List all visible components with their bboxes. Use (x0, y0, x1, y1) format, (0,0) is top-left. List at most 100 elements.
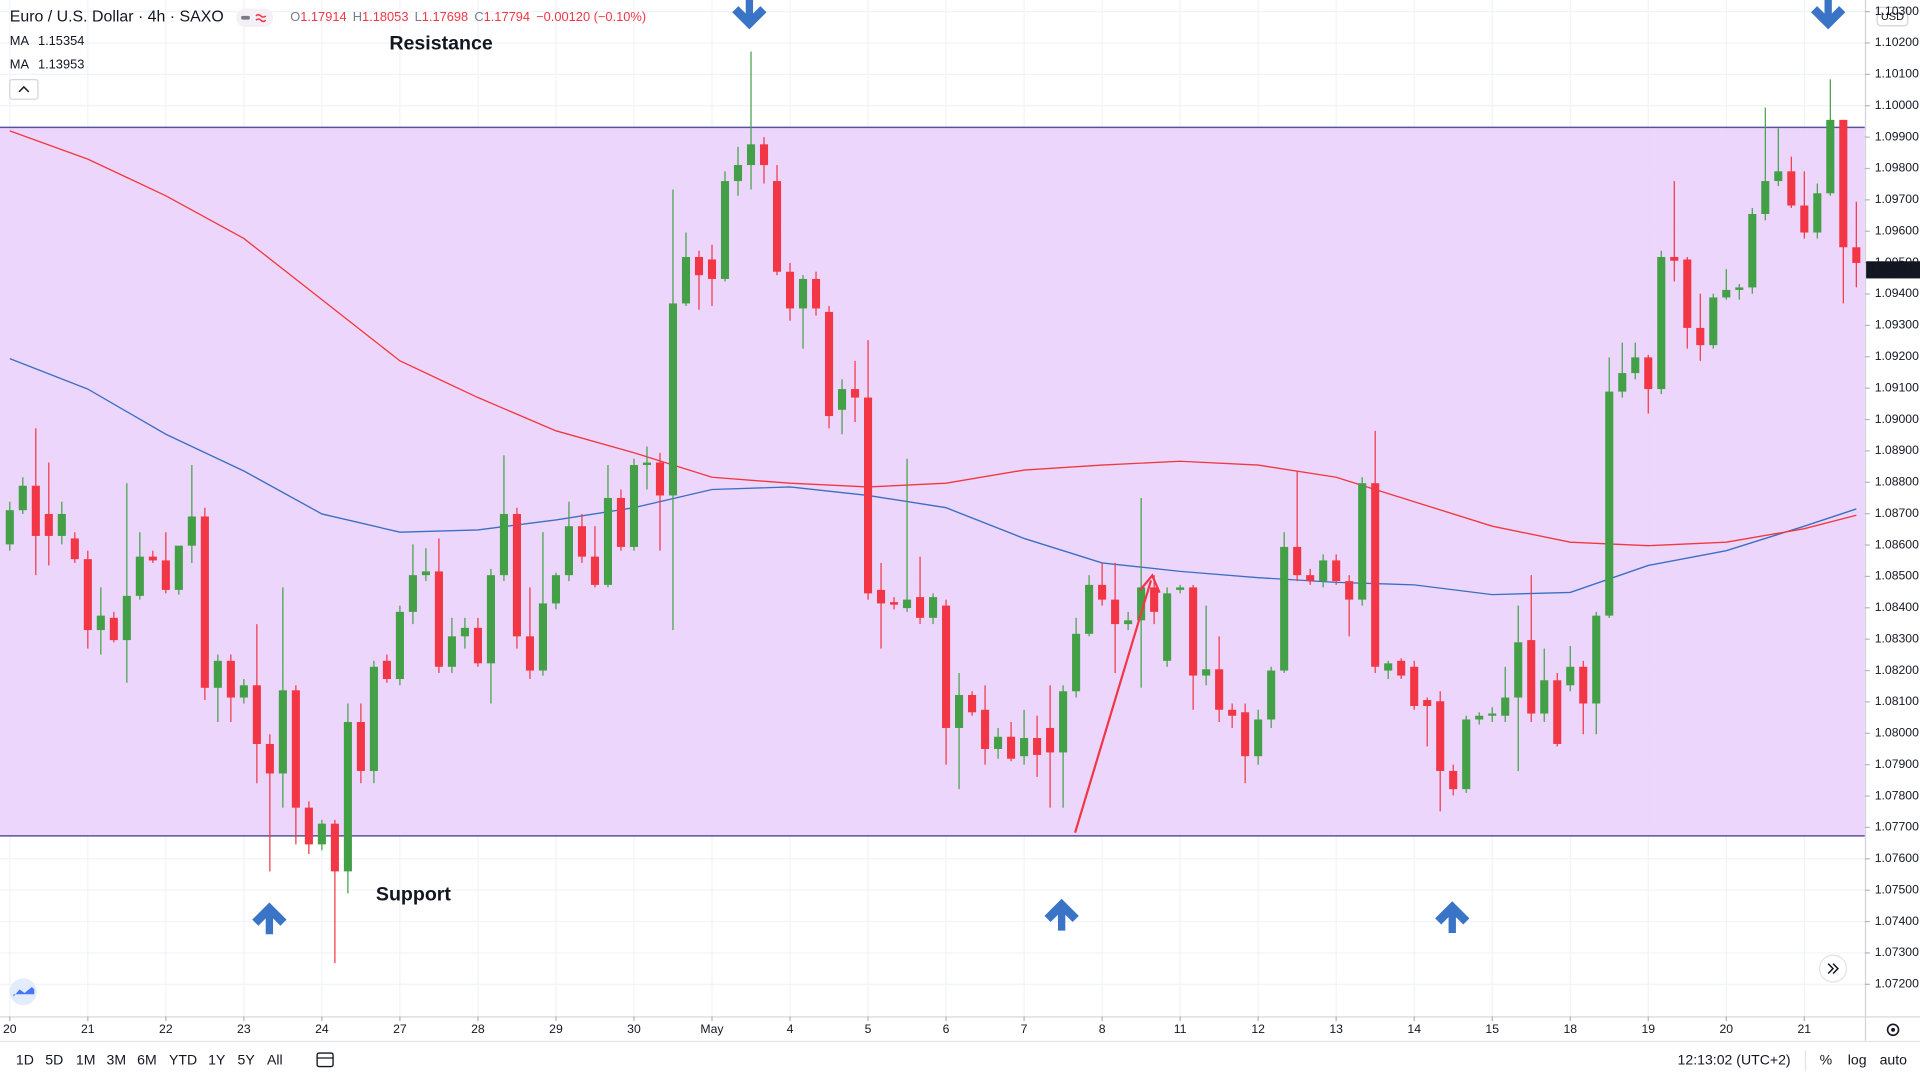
candle-body (538, 603, 547, 671)
candle-body (330, 823, 339, 872)
candle-body (1644, 357, 1653, 390)
status-pill[interactable] (236, 8, 274, 27)
candle-body (434, 571, 443, 667)
candle-body (746, 144, 756, 166)
currency-tag[interactable] (1876, 6, 1909, 27)
auto-toggle[interactable]: auto (1880, 1052, 1908, 1068)
x-tick-label: 4 (787, 1022, 794, 1036)
candle-body (1410, 666, 1419, 707)
candle-body (525, 636, 534, 671)
last-price-label: 1.09477 (1870, 263, 1914, 277)
y-tick-label: 1.08200 (1875, 663, 1919, 677)
x-tick-label: 5 (865, 1022, 872, 1036)
moving-average (9, 130, 1857, 547)
change-value: −0.00120 (−0.10%) (536, 9, 646, 24)
settings-button[interactable] (1886, 1023, 1900, 1037)
currency-label: USD (1881, 11, 1904, 23)
candle-body (187, 516, 196, 546)
x-tick-label: 11 (1174, 1022, 1187, 1036)
range-button[interactable]: 6M (137, 1052, 157, 1068)
candle-body (1358, 483, 1367, 600)
candle-body (1826, 119, 1835, 194)
candle-body (1371, 483, 1380, 667)
y-tick-label: 1.09900 (1875, 129, 1919, 143)
logo-icon (13, 986, 35, 997)
candle-body (1046, 727, 1055, 753)
range-button[interactable]: 3M (107, 1052, 127, 1068)
candle-body (1527, 640, 1536, 714)
candle-body (681, 256, 691, 304)
candle-body (1813, 193, 1822, 233)
candle-body (1384, 663, 1393, 671)
candle-body (1345, 581, 1354, 600)
candle-body (824, 311, 834, 417)
range-button[interactable]: 1D (16, 1052, 34, 1068)
range-button[interactable]: All (267, 1052, 283, 1068)
candle-body (304, 807, 313, 845)
candle-body (1397, 660, 1406, 676)
x-tick-label: 14 (1407, 1022, 1421, 1036)
candle-body (1215, 669, 1224, 710)
arrow-drawing (252, 902, 287, 935)
candle-body (890, 602, 899, 605)
candle-body (135, 556, 144, 596)
date-range-button[interactable] (316, 1052, 334, 1068)
plot-area (0, 0, 1865, 1017)
candle-body (785, 271, 795, 309)
y-tick-label: 1.09000 (1875, 412, 1919, 426)
y-tick-label: 1.09700 (1875, 192, 1919, 206)
y-tick-label: 1.09600 (1875, 223, 1919, 237)
candle-body (655, 462, 665, 496)
log-toggle[interactable]: log (1848, 1052, 1867, 1068)
indicator-value: 1.13953 (38, 56, 84, 71)
candle-body (994, 736, 1003, 749)
candle-body (1020, 738, 1029, 757)
range-button[interactable]: 1M (76, 1052, 96, 1068)
candle-body (929, 597, 938, 618)
candle-body (603, 497, 613, 585)
ohlc-values: O1.17914 H1.18053 L1.17698 C1.17794 −0.00120… (290, 9, 646, 24)
x-tick-label: 29 (549, 1022, 563, 1036)
candle-body (5, 510, 14, 545)
candle-body (1111, 599, 1120, 625)
collapse-button[interactable] (9, 78, 39, 100)
candle-body (1137, 587, 1146, 621)
candle-body (1514, 642, 1523, 698)
ohlc-label: L (415, 9, 422, 24)
bottom-toolbar: 12:13:02 (UTC+2) % log auto 1D 5D 1M 3M 6M YT… (16, 1050, 1908, 1072)
candle-body (161, 560, 170, 590)
candle-body (811, 278, 821, 309)
candle-body (291, 690, 300, 808)
collapse-icon (18, 85, 30, 93)
ohlc-label: H (353, 9, 362, 24)
candle-body (44, 513, 53, 536)
candle-body (421, 571, 430, 576)
y-tick-label: 1.08500 (1875, 569, 1919, 583)
candle-body (1566, 666, 1575, 686)
y-tick-label: 1.08900 (1875, 443, 1919, 457)
candle-body (265, 743, 274, 774)
x-tick-label: 7 (1021, 1022, 1028, 1036)
arrow-drawing (1044, 898, 1079, 931)
x-tick-label: 20 (1719, 1022, 1733, 1036)
settings-icon (1886, 1023, 1900, 1037)
candle-body (1618, 373, 1627, 392)
logo-button[interactable] (9, 978, 37, 1006)
range-button[interactable]: 1Y (208, 1052, 226, 1068)
candle-body (1007, 736, 1016, 759)
candle-body (200, 516, 209, 688)
y-tick-label: 1.09100 (1875, 380, 1919, 394)
candle-body (499, 513, 508, 576)
candle-body (18, 485, 27, 511)
clock: 12:13:02 (UTC+2) (1678, 1052, 1791, 1068)
candle-body (239, 685, 248, 698)
range-button[interactable]: YTD (169, 1052, 197, 1068)
percent-toggle[interactable]: % (1820, 1052, 1833, 1068)
range-button[interactable]: 5Y (238, 1052, 256, 1068)
range-button[interactable]: 5D (45, 1052, 63, 1068)
candle-body (382, 660, 391, 680)
candle-body (317, 823, 326, 845)
candle-body (1280, 546, 1289, 671)
indicator-name: MA (10, 33, 30, 48)
